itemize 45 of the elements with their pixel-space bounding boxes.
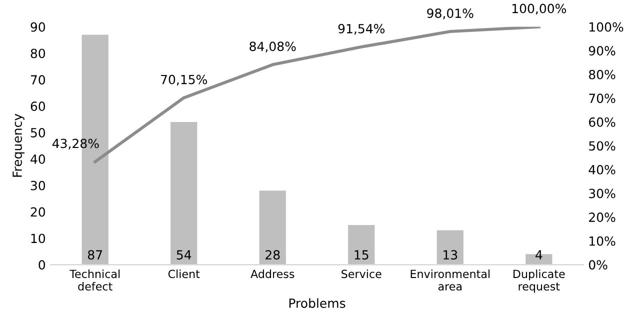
y-tick-label: 10 (31, 234, 46, 244)
x-axis-title: Problems (289, 298, 346, 308)
bar (259, 190, 286, 265)
x-tick-label: Environmental area (410, 270, 490, 291)
y2-tick-label: 50% (589, 141, 616, 151)
y-tick-label: 90 (30, 22, 46, 32)
y-axis-title: Frequency (12, 114, 24, 177)
y2-tick-label: 0% (588, 260, 608, 270)
y2-tick-label: 60% (589, 117, 616, 127)
x-tick-label: Address (250, 270, 294, 278)
y2-tick-label: 100% (590, 22, 624, 32)
bar (436, 230, 464, 265)
data-label: 15 (354, 250, 368, 260)
data-label: 28 (266, 250, 280, 260)
data-label: 87 (88, 250, 102, 260)
y2-tick-label: 30% (589, 188, 616, 198)
data-label: 54 (176, 250, 192, 260)
y-tick-label: 50 (30, 128, 46, 138)
y-tick-label: 20 (30, 207, 46, 217)
y-tick-label: 60 (30, 102, 46, 112)
data-label: 98,01% (427, 8, 474, 20)
data-label: 4 (536, 250, 542, 260)
y2-tick-label: 70% (589, 94, 616, 104)
x-tick-label: Duplicate request (514, 270, 565, 293)
y2-tick-label: 80% (588, 70, 616, 80)
data-label: 70,15% (161, 74, 207, 86)
y2-tick-label: 40% (588, 164, 616, 174)
y-tick-label: 80 (30, 48, 46, 58)
y2-tick-label: 20% (589, 212, 616, 222)
data-label: 91,54% (338, 24, 385, 35)
bar (170, 122, 198, 265)
y-tick-label: 70 (30, 75, 46, 85)
x-tick-label: Client (168, 270, 200, 278)
y-tick-label: 40 (30, 154, 46, 164)
y2-tick-label: 10% (590, 236, 616, 246)
y-tick-label: 0 (38, 260, 46, 270)
y2-tick-label: 90% (588, 46, 616, 56)
x-tick-label: Technical defect (70, 270, 120, 291)
data-label: 84,08% (250, 42, 296, 52)
data-label: 100,00% (512, 4, 566, 15)
data-label: 13 (444, 250, 458, 260)
y-tick-label: 30 (30, 180, 46, 190)
bar (348, 225, 375, 265)
x-tick-label: Service (342, 270, 382, 278)
data-label: 43,28% (52, 138, 99, 150)
